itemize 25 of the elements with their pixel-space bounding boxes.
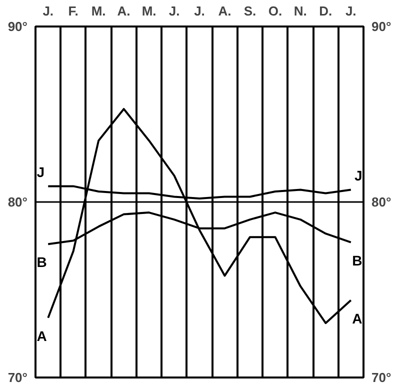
text: A	[36, 328, 47, 344]
y2-tick-label: 90°	[372, 19, 392, 34]
x-tick-label: S.	[244, 4, 256, 18]
x-tick-label: A.	[218, 4, 232, 18]
y-tick-label: 70°	[8, 370, 28, 385]
x-tick-label: M.	[142, 4, 156, 18]
y2-tick-label: 70°	[372, 370, 392, 385]
x-tick-label: O.	[268, 4, 282, 18]
x-tick-label: N.	[294, 4, 307, 18]
x-tick-label: F.	[68, 4, 78, 18]
x-tick-label: J.	[345, 4, 356, 18]
series-label: J	[36, 164, 45, 180]
x-tick-label: J.	[42, 4, 54, 18]
series-label: A	[352, 310, 362, 326]
text: B	[352, 252, 362, 268]
x-tick-label: J.	[194, 4, 205, 18]
x-tick-label: A.	[117, 4, 130, 18]
y-tick-label: 80°	[8, 194, 28, 210]
x-tick-label: M.	[91, 4, 106, 18]
text: J	[354, 168, 362, 184]
x-tick-label: D.	[319, 4, 332, 18]
series-label: B	[36, 254, 47, 270]
y2-tick-label: 80°	[372, 194, 392, 210]
y-tick-label: 90°	[8, 19, 28, 34]
x-tick-label: J.	[168, 4, 180, 18]
